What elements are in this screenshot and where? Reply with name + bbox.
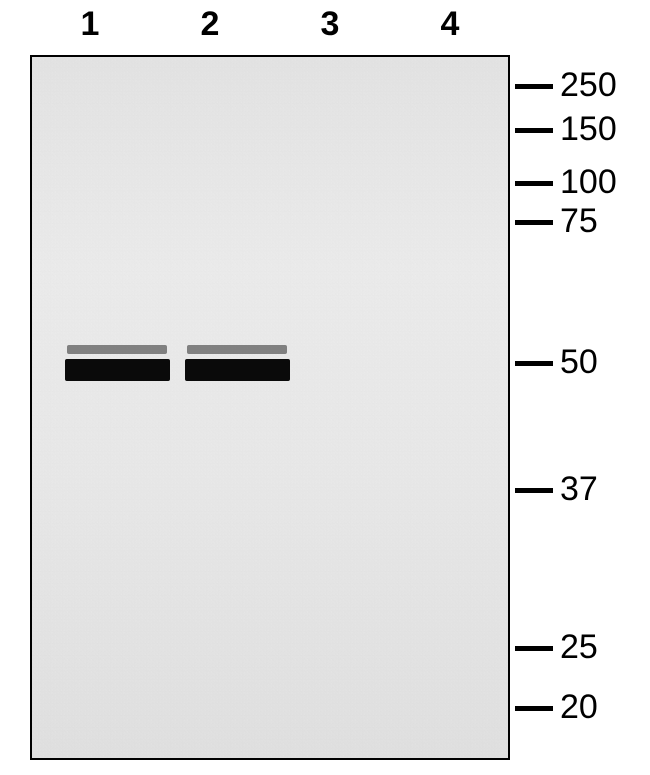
marker-tick	[515, 488, 553, 493]
marker-label: 50	[560, 343, 598, 382]
membrane-texture	[32, 57, 508, 758]
marker-label: 37	[560, 470, 598, 509]
marker-tick	[515, 220, 553, 225]
marker-tick	[515, 361, 553, 366]
protein-band	[185, 359, 290, 381]
marker-tick	[515, 706, 553, 711]
protein-band	[187, 345, 287, 354]
marker-label: 20	[560, 688, 598, 727]
lane-label: 4	[390, 5, 510, 50]
marker-label: 25	[560, 628, 598, 667]
marker-tick	[515, 181, 553, 186]
protein-band	[67, 345, 167, 354]
blot-membrane	[30, 55, 510, 760]
marker-tick	[515, 128, 553, 133]
protein-band	[65, 359, 170, 381]
marker-tick	[515, 646, 553, 651]
lane-label: 2	[150, 5, 270, 50]
marker-label: 250	[560, 66, 617, 105]
marker-label: 75	[560, 202, 598, 241]
marker-label: 150	[560, 110, 617, 149]
lane-label: 3	[270, 5, 390, 50]
blot-figure: 1 2 3 4 250 150 10075 50 37 25 20	[0, 0, 650, 775]
lane-label: 1	[30, 5, 150, 50]
marker-tick	[515, 84, 553, 89]
lane-labels-row: 1 2 3 4	[30, 5, 510, 50]
marker-label: 100	[560, 163, 617, 202]
